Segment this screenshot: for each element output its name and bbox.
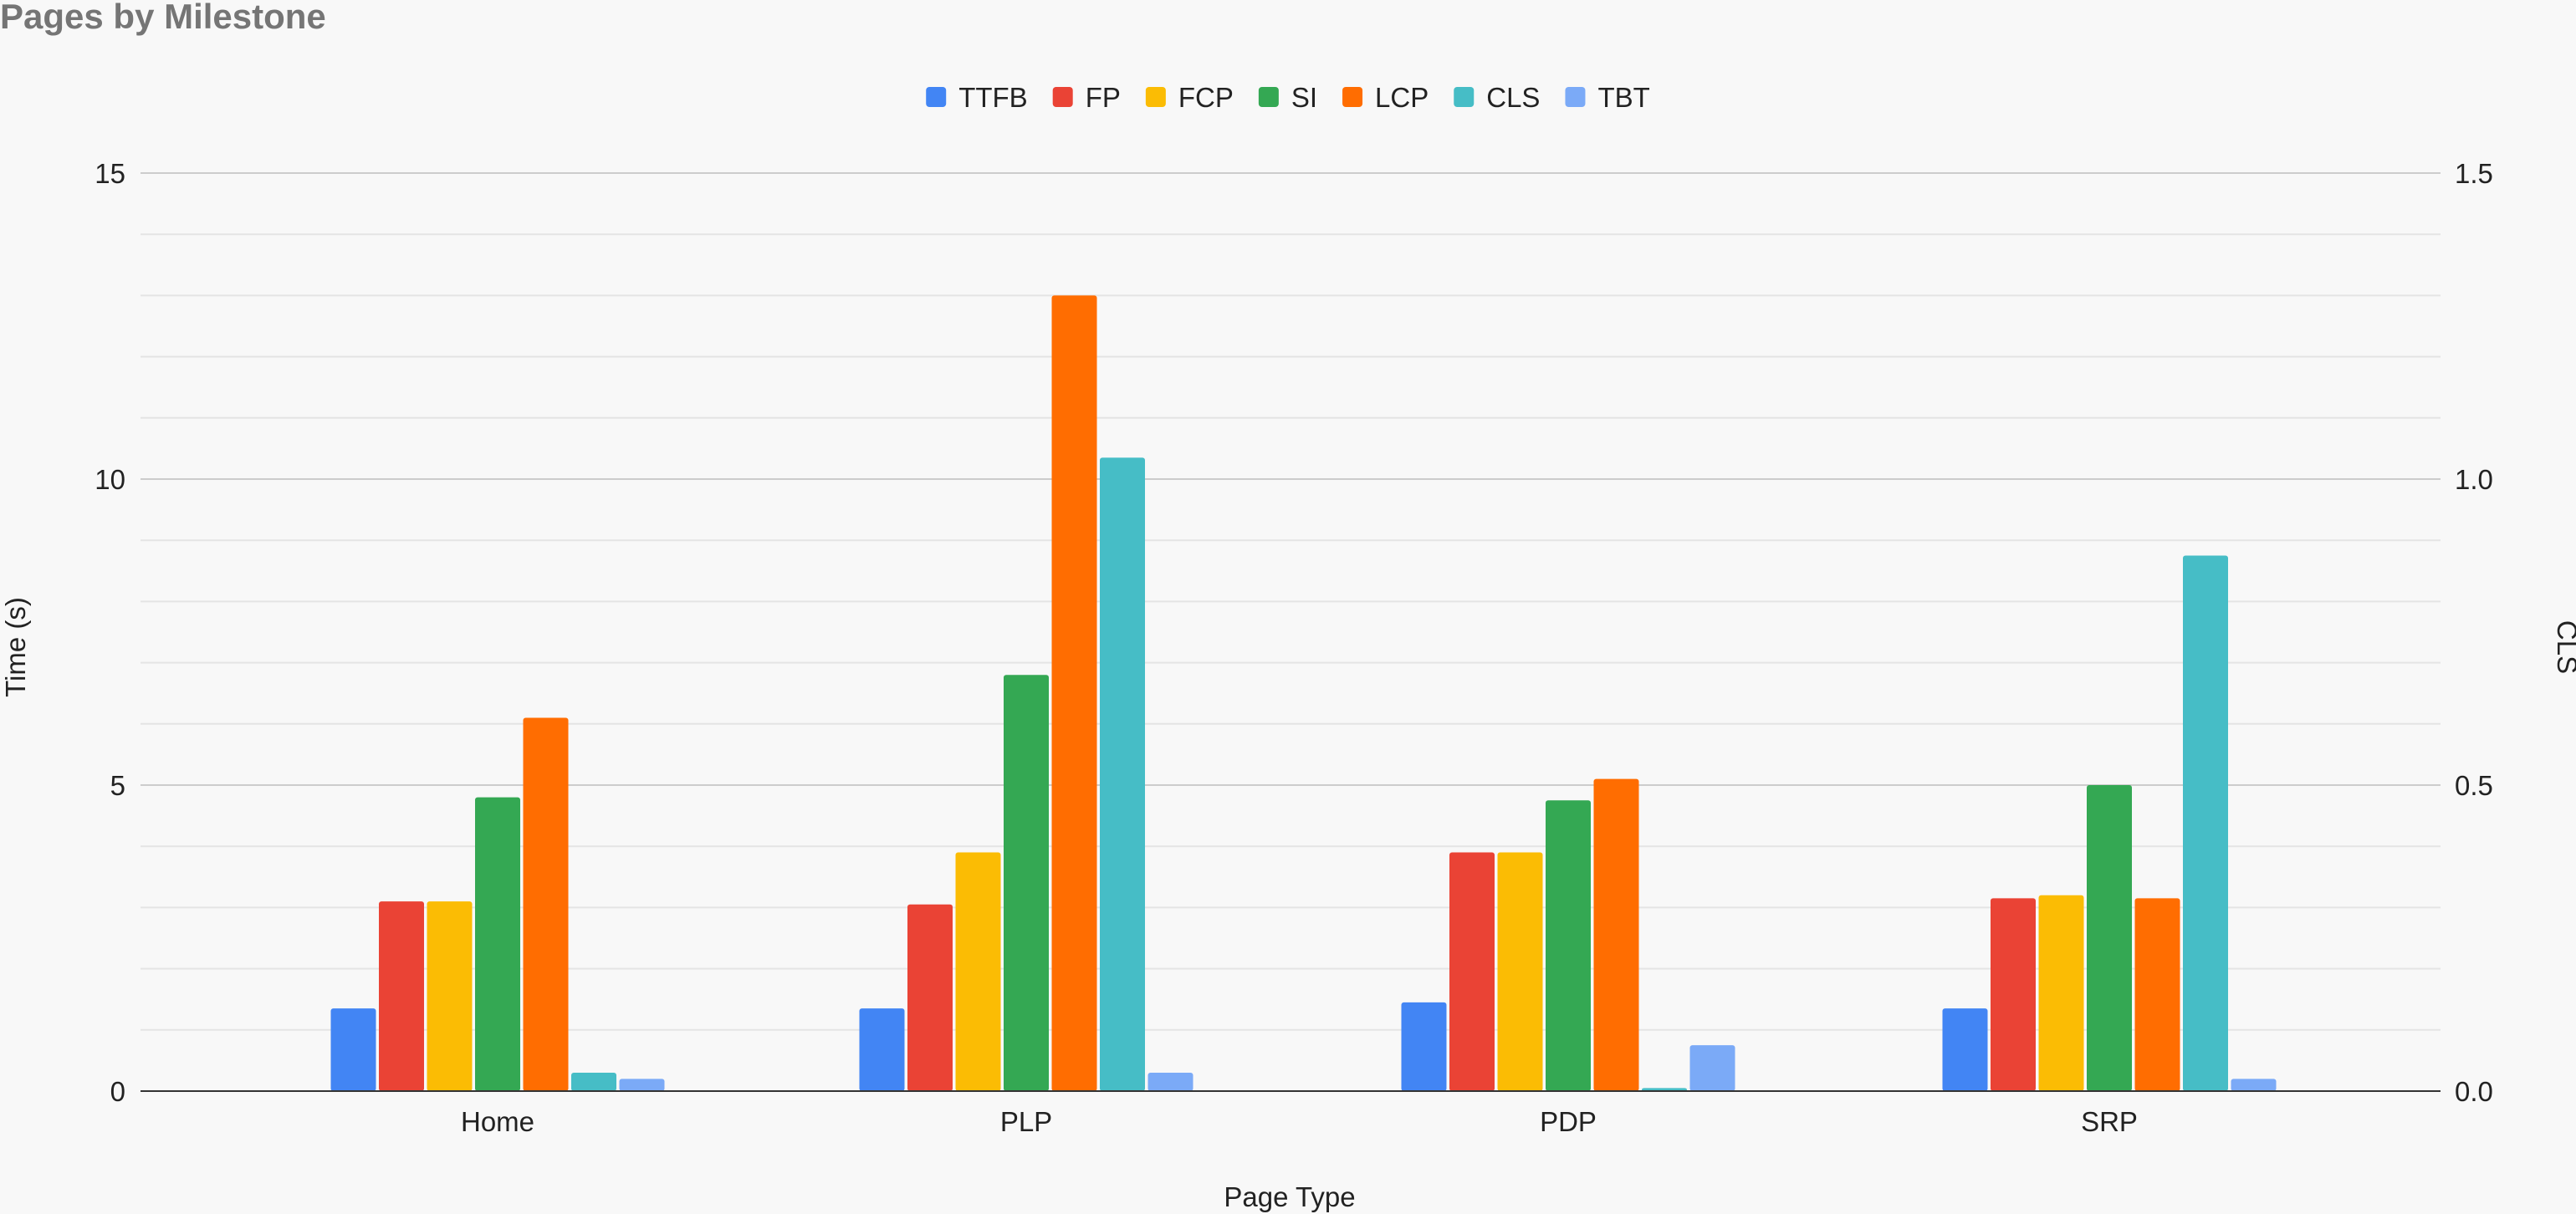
bar-fcp-home	[427, 901, 473, 1091]
y2-tick-label: 0.5	[2455, 770, 2493, 801]
x-axis-ticks: Home PLP PDP SRP	[461, 1106, 2138, 1137]
legend-label: TBT	[1597, 82, 1649, 113]
bar-cls-plp	[1100, 457, 1145, 1091]
x-tick-label: SRP	[2081, 1106, 2138, 1137]
legend-item-cls[interactable]: CLS	[1454, 82, 1540, 113]
legend-item-fp[interactable]: FP	[1052, 82, 1121, 113]
legend-label: SI	[1291, 82, 1317, 113]
legend-swatch	[1258, 87, 1279, 107]
y2-tick-label: 0.0	[2455, 1076, 2493, 1107]
bar-si-plp	[1004, 675, 1049, 1091]
bar-cls-home	[571, 1073, 616, 1091]
x-tick-label: Home	[461, 1106, 534, 1137]
y-axis-ticks: 0 5 10 15	[95, 158, 125, 1107]
legend-item-tbt[interactable]: TBT	[1565, 82, 1650, 113]
x-axis-title: Page Type	[1224, 1181, 1355, 1212]
bar-lcp-home	[523, 717, 569, 1091]
legend-label: FP	[1086, 82, 1121, 113]
bar-fp-home	[379, 901, 424, 1091]
bar-group-pdp	[1401, 778, 1735, 1091]
bar-tbt-home	[619, 1079, 665, 1091]
y-axis-title: Time (s)	[0, 597, 31, 697]
y-tick-label: 5	[110, 770, 125, 801]
bar-fcp-pdp	[1497, 852, 1543, 1091]
legend-swatch	[1342, 87, 1363, 107]
legend-swatch	[1145, 87, 1166, 107]
legend-label: CLS	[1486, 82, 1540, 113]
bar-si-home	[475, 797, 520, 1091]
bar-si-srp	[2087, 785, 2132, 1091]
bar-ttfb-home	[330, 1008, 376, 1091]
y-tick-label: 15	[95, 158, 125, 189]
bar-ttfb-srp	[1942, 1008, 1988, 1091]
bar-fp-pdp	[1449, 852, 1495, 1091]
y2-tick-label: 1.0	[2455, 464, 2493, 495]
bar-lcp-srp	[2134, 898, 2180, 1091]
y-tick-label: 0	[110, 1076, 125, 1107]
bar-cls-srp	[2183, 555, 2228, 1091]
legend-item-fcp[interactable]: FCP	[1145, 82, 1234, 113]
legend-item-si[interactable]: SI	[1258, 82, 1317, 113]
bar-tbt-srp	[2231, 1079, 2277, 1091]
bar-ttfb-pdp	[1401, 1002, 1447, 1091]
legend-swatch	[1052, 87, 1073, 107]
y2-tick-label: 1.5	[2455, 158, 2493, 189]
chart-title: Pages by Milestone	[0, 0, 326, 36]
y2-axis-title: CLS	[2552, 620, 2576, 674]
bar-fp-plp	[907, 904, 953, 1091]
legend-label: FCP	[1178, 82, 1234, 113]
bars	[330, 295, 2277, 1091]
y2-axis-ticks: 0.0 0.5 1.0 1.5	[2455, 158, 2493, 1107]
bar-fcp-plp	[955, 852, 1001, 1091]
bar-lcp-plp	[1051, 295, 1097, 1091]
x-tick-label: PDP	[1540, 1106, 1597, 1137]
legend-swatch	[1454, 87, 1475, 107]
legend-item-lcp[interactable]: LCP	[1342, 82, 1429, 113]
legend-label: TTFB	[958, 82, 1027, 113]
legend-item-ttfb[interactable]: TTFB	[926, 82, 1028, 113]
bar-si-pdp	[1546, 800, 1591, 1091]
x-tick-label: PLP	[1000, 1106, 1052, 1137]
bar-group-plp	[859, 295, 1193, 1091]
legend-swatch	[1565, 87, 1586, 107]
legend-label: LCP	[1375, 82, 1429, 113]
bar-fcp-srp	[2038, 895, 2084, 1091]
bar-lcp-pdp	[1593, 778, 1639, 1091]
legend[interactable]: TTFB FP FCP SI LCP CLS TBT	[926, 82, 1650, 113]
bar-ttfb-plp	[859, 1008, 905, 1091]
bar-group-home	[330, 717, 665, 1091]
bar-fp-srp	[1991, 898, 2036, 1091]
legend-swatch	[926, 87, 947, 107]
bar-group-srp	[1942, 555, 2277, 1091]
bar-tbt-pdp	[1689, 1045, 1735, 1091]
bar-tbt-plp	[1147, 1073, 1193, 1091]
y-tick-label: 10	[95, 464, 125, 495]
